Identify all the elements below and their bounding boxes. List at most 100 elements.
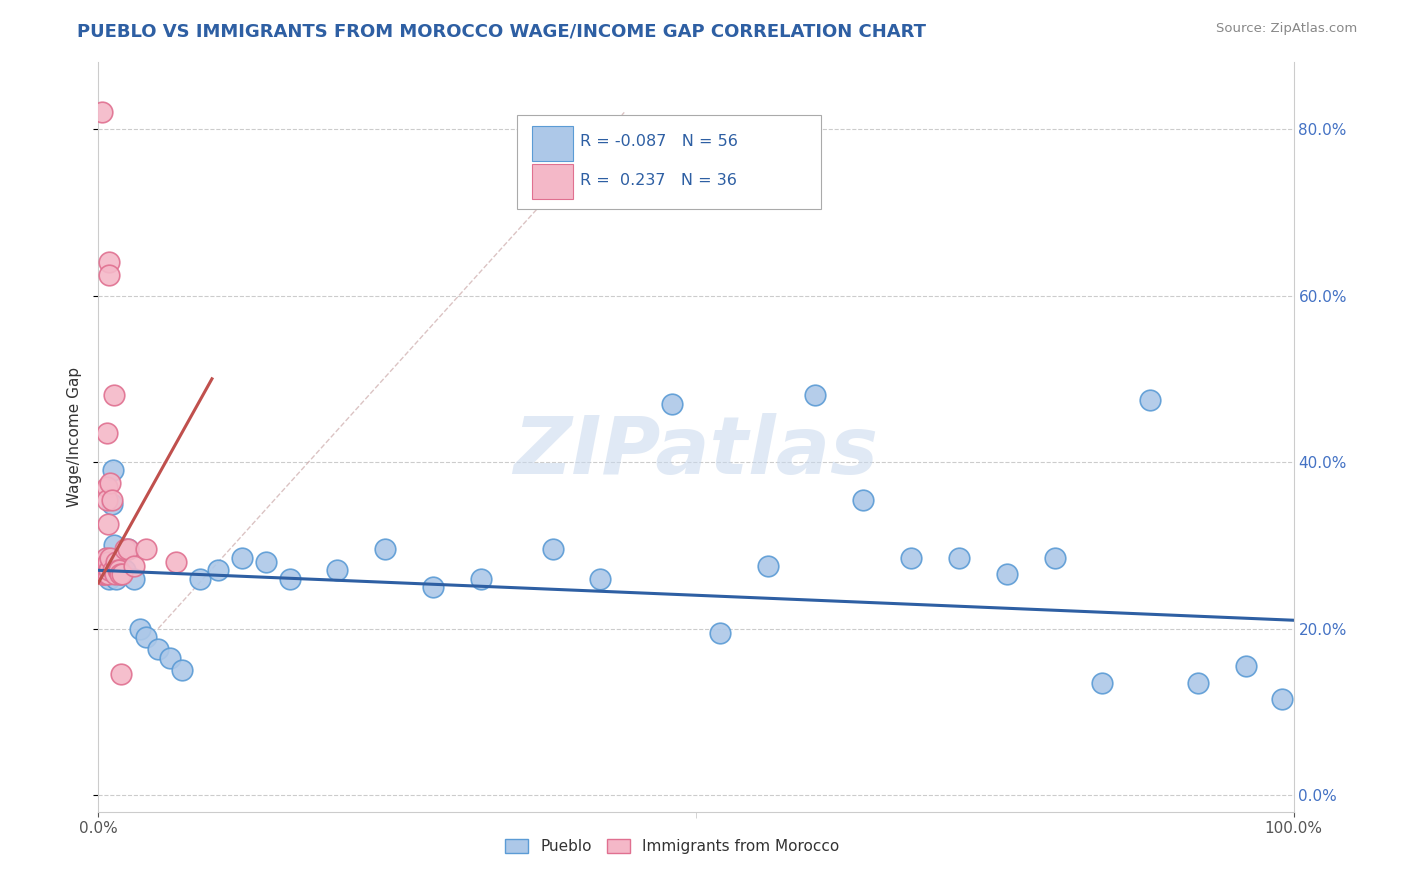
Point xyxy=(93,563,115,577)
Point xyxy=(135,542,157,557)
Point xyxy=(661,397,683,411)
Point xyxy=(101,563,124,577)
Point xyxy=(91,563,114,577)
Point xyxy=(101,463,124,477)
FancyBboxPatch shape xyxy=(517,115,821,209)
Point xyxy=(94,550,117,565)
Point xyxy=(124,572,146,586)
Point xyxy=(804,388,827,402)
Point xyxy=(1043,550,1066,565)
Legend: Pueblo, Immigrants from Morocco: Pueblo, Immigrants from Morocco xyxy=(499,832,845,860)
Point xyxy=(96,492,118,507)
Point xyxy=(108,567,131,582)
Point xyxy=(91,563,114,577)
Point xyxy=(172,663,194,677)
Point xyxy=(91,105,114,120)
Point xyxy=(91,563,114,577)
Point xyxy=(278,572,301,586)
Point xyxy=(948,550,970,565)
Point xyxy=(97,517,120,532)
Point xyxy=(90,563,112,577)
Point xyxy=(91,563,114,577)
Point xyxy=(756,559,779,574)
Point xyxy=(107,563,129,577)
Point xyxy=(91,567,114,582)
Point xyxy=(1139,392,1161,407)
Point xyxy=(1187,675,1209,690)
Point xyxy=(111,567,134,582)
Point xyxy=(94,555,117,569)
Point xyxy=(98,550,122,565)
Point xyxy=(111,563,134,577)
Point xyxy=(107,563,129,577)
Point xyxy=(97,555,120,569)
Point xyxy=(900,550,922,565)
Point xyxy=(107,555,129,569)
Point xyxy=(97,567,120,582)
Point xyxy=(93,563,115,577)
Point xyxy=(96,563,118,577)
Point xyxy=(1271,692,1294,706)
Point xyxy=(541,542,564,557)
Point xyxy=(374,542,396,557)
Y-axis label: Wage/Income Gap: Wage/Income Gap xyxy=(67,367,83,508)
Point xyxy=(114,563,136,577)
Point xyxy=(98,563,121,577)
Point xyxy=(114,542,136,557)
Point xyxy=(93,555,115,569)
Point xyxy=(96,480,118,494)
Point xyxy=(96,425,118,440)
Point xyxy=(94,567,117,582)
Point xyxy=(1091,675,1114,690)
Point xyxy=(188,572,211,586)
Point xyxy=(124,559,146,574)
FancyBboxPatch shape xyxy=(533,126,572,161)
Point xyxy=(91,567,114,582)
Point xyxy=(98,255,121,269)
Point xyxy=(98,559,122,574)
Point xyxy=(94,559,117,574)
Text: R =  0.237   N = 36: R = 0.237 N = 36 xyxy=(581,172,737,187)
Point xyxy=(254,555,277,569)
Point xyxy=(98,268,121,282)
Point xyxy=(103,388,125,402)
Point xyxy=(135,630,157,644)
Point xyxy=(94,559,117,574)
Point xyxy=(422,580,444,594)
FancyBboxPatch shape xyxy=(533,164,572,199)
Point xyxy=(96,567,118,582)
Point xyxy=(852,492,875,507)
Point xyxy=(207,563,229,577)
Point xyxy=(104,567,127,582)
Point xyxy=(104,567,127,582)
Point xyxy=(98,475,122,490)
Point xyxy=(100,497,122,511)
Point xyxy=(159,650,181,665)
Point xyxy=(100,492,122,507)
Point xyxy=(148,642,170,657)
Point xyxy=(96,550,118,565)
Point xyxy=(995,567,1018,582)
Point xyxy=(231,550,253,565)
Text: Source: ZipAtlas.com: Source: ZipAtlas.com xyxy=(1216,22,1357,36)
Point xyxy=(108,567,131,582)
Point xyxy=(98,567,121,582)
Text: R = -0.087   N = 56: R = -0.087 N = 56 xyxy=(581,134,738,149)
Point xyxy=(165,555,187,569)
Point xyxy=(326,563,349,577)
Point xyxy=(103,538,125,552)
Point xyxy=(709,625,731,640)
Point xyxy=(117,542,139,557)
Point xyxy=(589,572,612,586)
Point xyxy=(1234,659,1257,673)
Point xyxy=(105,572,128,586)
Text: ZIPatlas: ZIPatlas xyxy=(513,413,879,491)
Text: PUEBLO VS IMMIGRANTS FROM MOROCCO WAGE/INCOME GAP CORRELATION CHART: PUEBLO VS IMMIGRANTS FROM MOROCCO WAGE/I… xyxy=(77,22,927,40)
Point xyxy=(117,542,139,557)
Point xyxy=(470,572,492,586)
Point xyxy=(110,667,132,681)
Point xyxy=(98,567,122,582)
Point xyxy=(97,555,120,569)
Point xyxy=(93,567,115,582)
Point xyxy=(98,572,121,586)
